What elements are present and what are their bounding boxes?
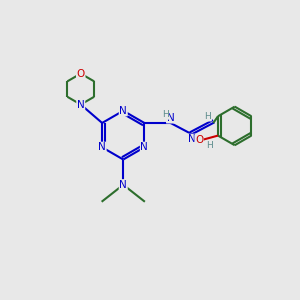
Text: N: N <box>119 106 127 116</box>
Text: O: O <box>195 135 203 145</box>
Text: N: N <box>119 180 127 190</box>
Text: N: N <box>77 100 85 110</box>
Text: N: N <box>140 142 148 152</box>
Text: H: H <box>205 112 211 121</box>
Text: N: N <box>167 113 174 123</box>
Text: H: H <box>206 141 212 150</box>
Text: N: N <box>188 134 196 144</box>
Text: O: O <box>76 69 85 79</box>
Text: N: N <box>98 142 106 152</box>
Text: H: H <box>162 110 169 119</box>
